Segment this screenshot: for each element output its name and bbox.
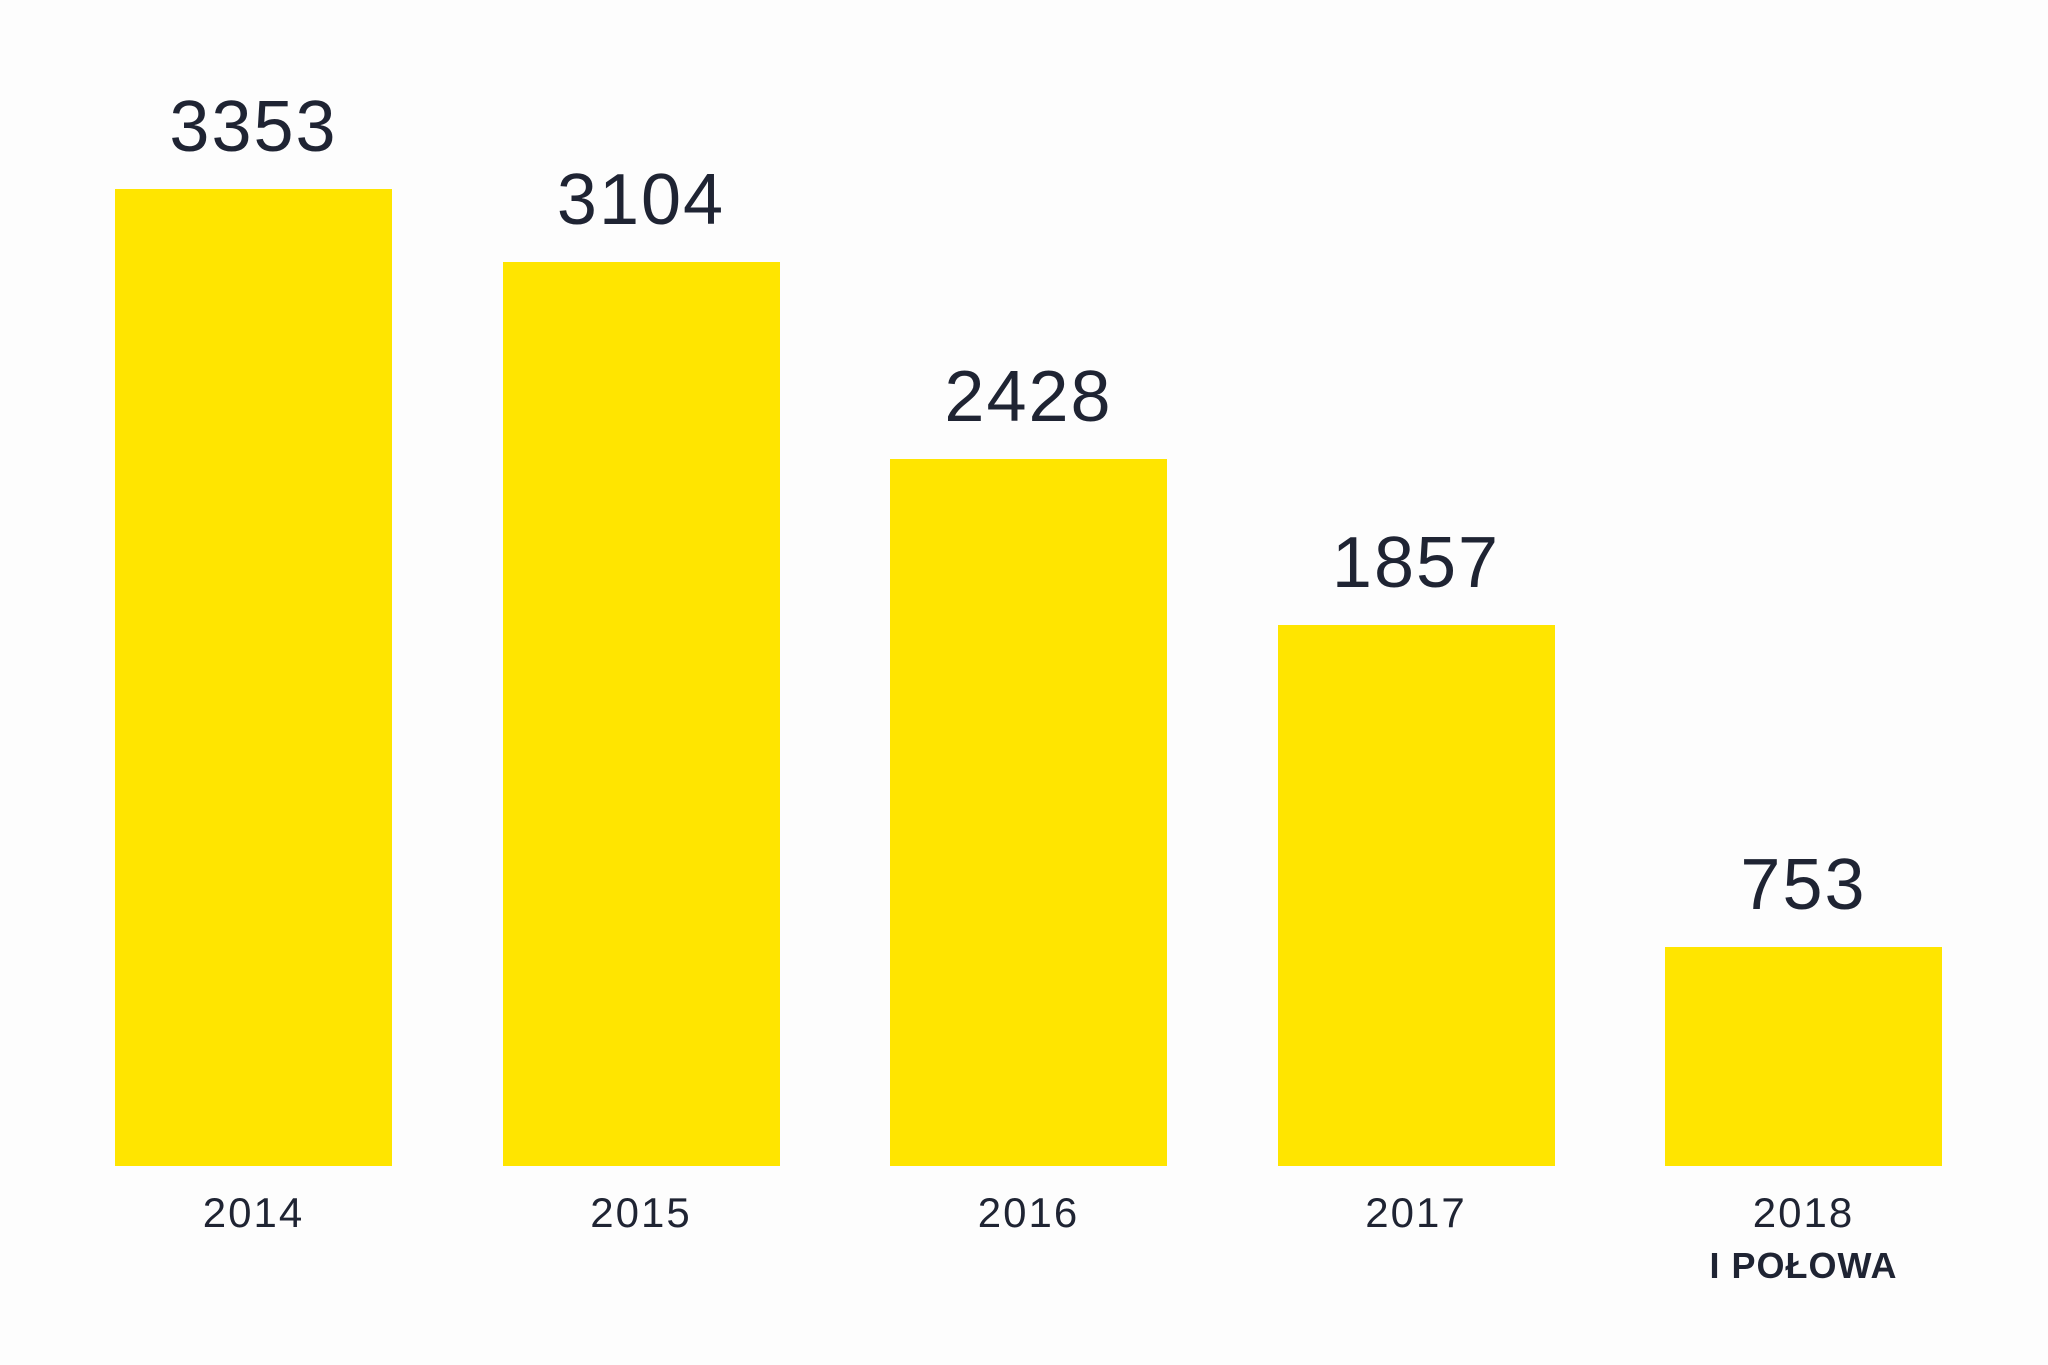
bar-column-2014: 3353 2014 [115, 87, 392, 1234]
x-axis-label: 2014 [0, 1192, 531, 1234]
bar [890, 459, 1167, 1166]
x-axis-sublabel: I POŁOWA [1709, 1245, 1898, 1286]
bar-column-2017: 1857 2017 [1277, 523, 1555, 1234]
bar-value-label: 2428 [944, 357, 1113, 437]
x-axis-year-label: 2018 [1752, 1189, 1855, 1236]
x-axis-year-label: 2016 [977, 1189, 1080, 1236]
bars-row: 3353 2014 3104 2015 2428 2016 1857 2017 … [115, 87, 1942, 1284]
bar [115, 189, 392, 1166]
bar-column-2018: 753 2018 I POŁOWA [1665, 845, 1942, 1284]
x-axis-label: 2015 [364, 1192, 918, 1234]
bar-value-label: 753 [1740, 845, 1867, 925]
x-axis-label: 2017 [1139, 1192, 1693, 1234]
bar [1277, 625, 1555, 1166]
bar-column-2015: 3104 2015 [502, 160, 780, 1234]
bar [502, 262, 780, 1166]
bar-value-label: 1857 [1331, 523, 1501, 603]
bar [1665, 947, 1942, 1166]
x-axis-year-label: 2014 [202, 1189, 305, 1236]
x-axis-year-label: 2015 [590, 1189, 692, 1236]
x-axis-label: 2016 [752, 1192, 1306, 1234]
bar-value-label: 3104 [556, 160, 726, 240]
bar-value-label: 3353 [169, 87, 338, 167]
bar-column-2016: 2428 2016 [890, 357, 1167, 1234]
x-axis-year-label: 2017 [1365, 1189, 1467, 1236]
x-axis-label: 2018 I POŁOWA [1527, 1192, 2048, 1284]
